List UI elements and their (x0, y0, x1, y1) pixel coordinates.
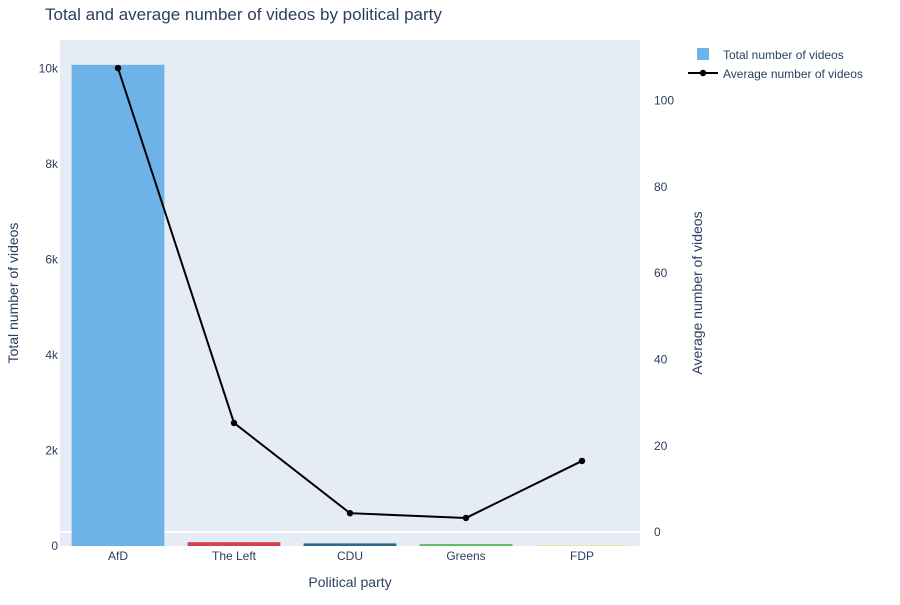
y2-tick-label: 60 (654, 266, 668, 280)
x-tick-labels: AfD The Left CDU Greens FDP (108, 549, 594, 563)
y2-axis-title: Average number of videos (689, 211, 705, 374)
y-tick-labels: 0 2k 4k 6k 8k 10k (39, 62, 59, 553)
y-axis-title: Total number of videos (5, 223, 21, 364)
x-axis-title: Political party (308, 574, 391, 590)
x-tick-label: The Left (212, 549, 257, 563)
bar-the-left (187, 542, 281, 546)
x-tick-label: Greens (446, 549, 485, 563)
line-point-the-left (230, 419, 238, 427)
bar-cdu (303, 543, 397, 546)
line-point-greens (462, 514, 470, 522)
y2-tick-labels: 0 20 40 60 80 100 (654, 93, 674, 539)
x-tick-label: CDU (337, 549, 363, 563)
y2-tick-label: 20 (654, 439, 668, 453)
y-tick-label: 2k (45, 444, 59, 458)
y-tick-label: 6k (45, 253, 59, 267)
y2-tick-label: 40 (654, 352, 668, 366)
y-tick-label: 8k (45, 157, 59, 171)
y2-tick-label: 100 (654, 93, 674, 107)
bar-fdp (535, 545, 629, 546)
line-series-group (114, 64, 586, 522)
x-tick-label: AfD (108, 549, 128, 563)
y-tick-label: 0 (51, 539, 58, 553)
line-point-afd (114, 64, 122, 72)
line-point-cdu (346, 509, 354, 517)
x-tick-label: FDP (570, 549, 594, 563)
chart-title: Total and average number of videos by po… (45, 5, 442, 24)
legend-swatch-total[interactable] (697, 48, 709, 60)
legend-label-average[interactable]: Average number of videos (723, 67, 863, 81)
bar-greens (419, 544, 513, 546)
y-tick-label: 10k (39, 62, 59, 76)
line-point-fdp (578, 457, 586, 465)
bar-afd (71, 64, 165, 547)
y-tick-label: 4k (45, 348, 59, 362)
legend-label-total[interactable]: Total number of videos (723, 48, 844, 62)
legend[interactable]: Total number of videos Average number of … (688, 48, 863, 81)
y2-tick-label: 0 (654, 525, 661, 539)
y2-tick-label: 80 (654, 180, 668, 194)
legend-marker-average[interactable] (699, 69, 707, 77)
bars-group (71, 64, 629, 547)
